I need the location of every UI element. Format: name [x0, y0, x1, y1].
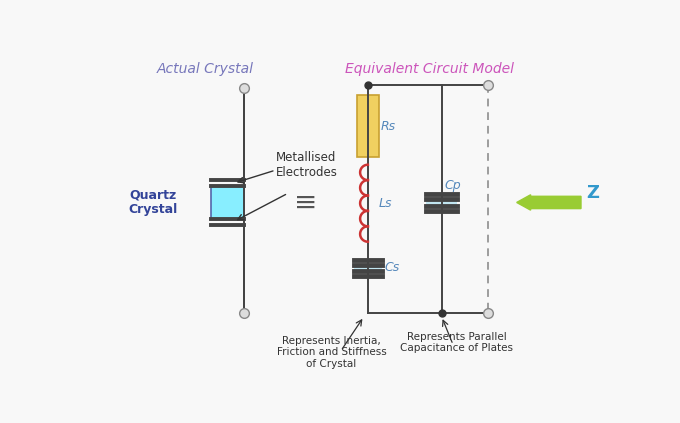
Text: Ls: Ls: [379, 197, 392, 210]
Bar: [357, 96, 379, 157]
Bar: [426, 199, 457, 206]
FancyArrow shape: [517, 195, 581, 210]
Text: Cs: Cs: [384, 261, 399, 275]
Bar: [211, 186, 244, 219]
Text: Z: Z: [586, 184, 599, 202]
Text: Quartz
Crystal: Quartz Crystal: [129, 189, 178, 217]
Text: Represents Parallel
Capacitance of Plates: Represents Parallel Capacitance of Plate…: [401, 332, 513, 353]
Text: Actual Crystal: Actual Crystal: [156, 61, 254, 76]
Text: Rs: Rs: [381, 120, 396, 133]
Text: Represents Inertia,
Friction and Stiffness
of Crystal: Represents Inertia, Friction and Stiffne…: [277, 336, 386, 369]
Text: Metallised
Electrodes: Metallised Electrodes: [275, 151, 337, 179]
Text: Equivalent Circuit Model: Equivalent Circuit Model: [345, 61, 514, 76]
Text: Cp: Cp: [445, 179, 461, 192]
Text: ≡: ≡: [294, 189, 318, 217]
Bar: [354, 265, 382, 271]
